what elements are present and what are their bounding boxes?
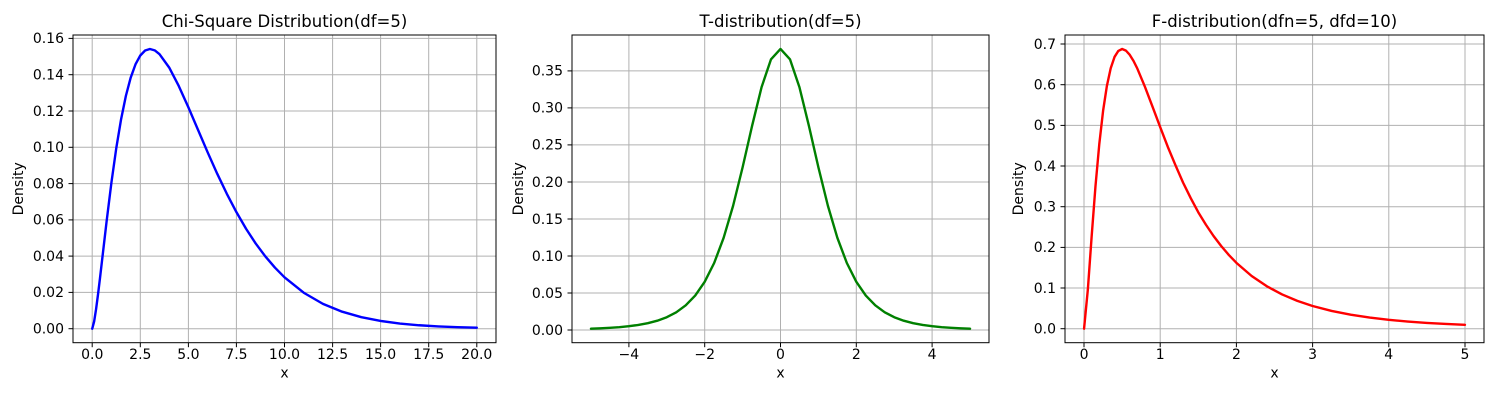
chi-square-pdf-curve [91, 47, 478, 330]
y-tick-label: 0.14 [33, 68, 64, 84]
x-tick-label: 20.0 [461, 347, 492, 363]
y-tick-label: 0.00 [33, 322, 64, 338]
y-axis-label: Density [11, 162, 27, 215]
chart-title: T-distribution(df=5) [698, 12, 861, 31]
y-tick-label: 0.5 [1034, 118, 1056, 134]
y-tick-label: 0.04 [33, 249, 64, 265]
x-tick-label: −2 [694, 347, 715, 363]
f-distribution-chart: 0 1 2 3 4 5 0.0 0.1 0.2 0.3 0.4 0.5 0.6 0.7 F-distribu… [1011, 12, 1485, 382]
y-axis-label: Density [1011, 162, 1027, 215]
y-tick-label: 0.1 [1034, 281, 1056, 297]
chart-panel-chi-square: 0.0 2.5 5.0 7.5 10.0 12.5 15.0 17.5 20.0 0.00 0.02… [0, 0, 500, 400]
chi-square-distribution-chart: 0.0 2.5 5.0 7.5 10.0 12.5 15.0 17.5 20.0 0.00 0.02… [11, 12, 497, 382]
t-distribution-pdf-curve [589, 47, 972, 330]
y-tick-label: 0.30 [532, 101, 563, 117]
x-tick-label: 7.5 [225, 347, 247, 363]
y-tick-label: 0.20 [532, 175, 563, 191]
y-tick-label: 0.05 [532, 286, 563, 302]
chart-title: Chi-Square Distribution(df=5) [162, 12, 408, 31]
x-tick-label: 12.5 [317, 347, 348, 363]
y-tick-label: 0.16 [33, 31, 64, 47]
x-axis-label: x [280, 366, 288, 382]
x-tick-label: 0.0 [81, 347, 103, 363]
y-tick-label: 0.00 [532, 323, 563, 339]
y-tick-label: 0.4 [1034, 159, 1056, 175]
x-tick-label: 17.5 [413, 347, 444, 363]
x-axis-label: x [776, 366, 784, 382]
axes-frame [1064, 34, 1485, 344]
y-axis-label: Density [511, 162, 527, 215]
x-axis-label: x [1270, 366, 1278, 382]
x-tick-label: 0 [776, 347, 785, 363]
x-tick-label: −4 [619, 347, 640, 363]
y-tick-label: 0.08 [33, 176, 64, 192]
x-tick-label: 1 [1156, 347, 1165, 363]
y-tick-label: 0.12 [33, 104, 64, 120]
y-tick-label: 0.0 [1034, 322, 1056, 338]
x-tick-label: 10.0 [269, 347, 300, 363]
y-tick-label: 0.3 [1034, 200, 1056, 216]
x-tick-label: 15.0 [365, 347, 396, 363]
x-tick-label: 5 [1460, 347, 1469, 363]
x-tick-label: 2 [852, 347, 861, 363]
y-tick-label: 0.6 [1034, 77, 1056, 93]
chart-title: F-distribution(dfn=5, dfd=10) [1152, 12, 1397, 31]
y-tick-label: 0.06 [33, 213, 64, 229]
y-tick-label: 0.15 [532, 212, 563, 228]
f-distribution-pdf-curve [1082, 47, 1467, 330]
x-tick-label: 4 [928, 347, 937, 363]
chart-panel-t-distribution: −4 −2 0 2 4 0.00 0.05 0.10 0.15 0.20 0.25 0.30 0.35 T… [500, 0, 1000, 400]
y-tick-label: 0.02 [33, 285, 64, 301]
x-tick-label: 3 [1308, 347, 1317, 363]
y-tick-label: 0.7 [1034, 37, 1056, 53]
x-tick-label: 0 [1080, 347, 1089, 363]
x-tick-label: 5.0 [177, 347, 199, 363]
y-tick-label: 0.10 [532, 249, 563, 265]
y-tick-label: 0.35 [532, 64, 563, 80]
y-tick-label: 0.25 [532, 138, 563, 154]
y-tick-label: 0.2 [1034, 240, 1056, 256]
x-tick-label: 2.5 [129, 347, 151, 363]
chart-panel-f-distribution: 0 1 2 3 4 5 0.0 0.1 0.2 0.3 0.4 0.5 0.6 0.7 F-distribu… [1000, 0, 1500, 400]
x-tick-label: 4 [1384, 347, 1393, 363]
t-distribution-chart: −4 −2 0 2 4 0.00 0.05 0.10 0.15 0.20 0.25 0.30 0.35 T… [511, 12, 990, 382]
y-tick-label: 0.10 [33, 140, 64, 156]
x-tick-label: 2 [1232, 347, 1241, 363]
